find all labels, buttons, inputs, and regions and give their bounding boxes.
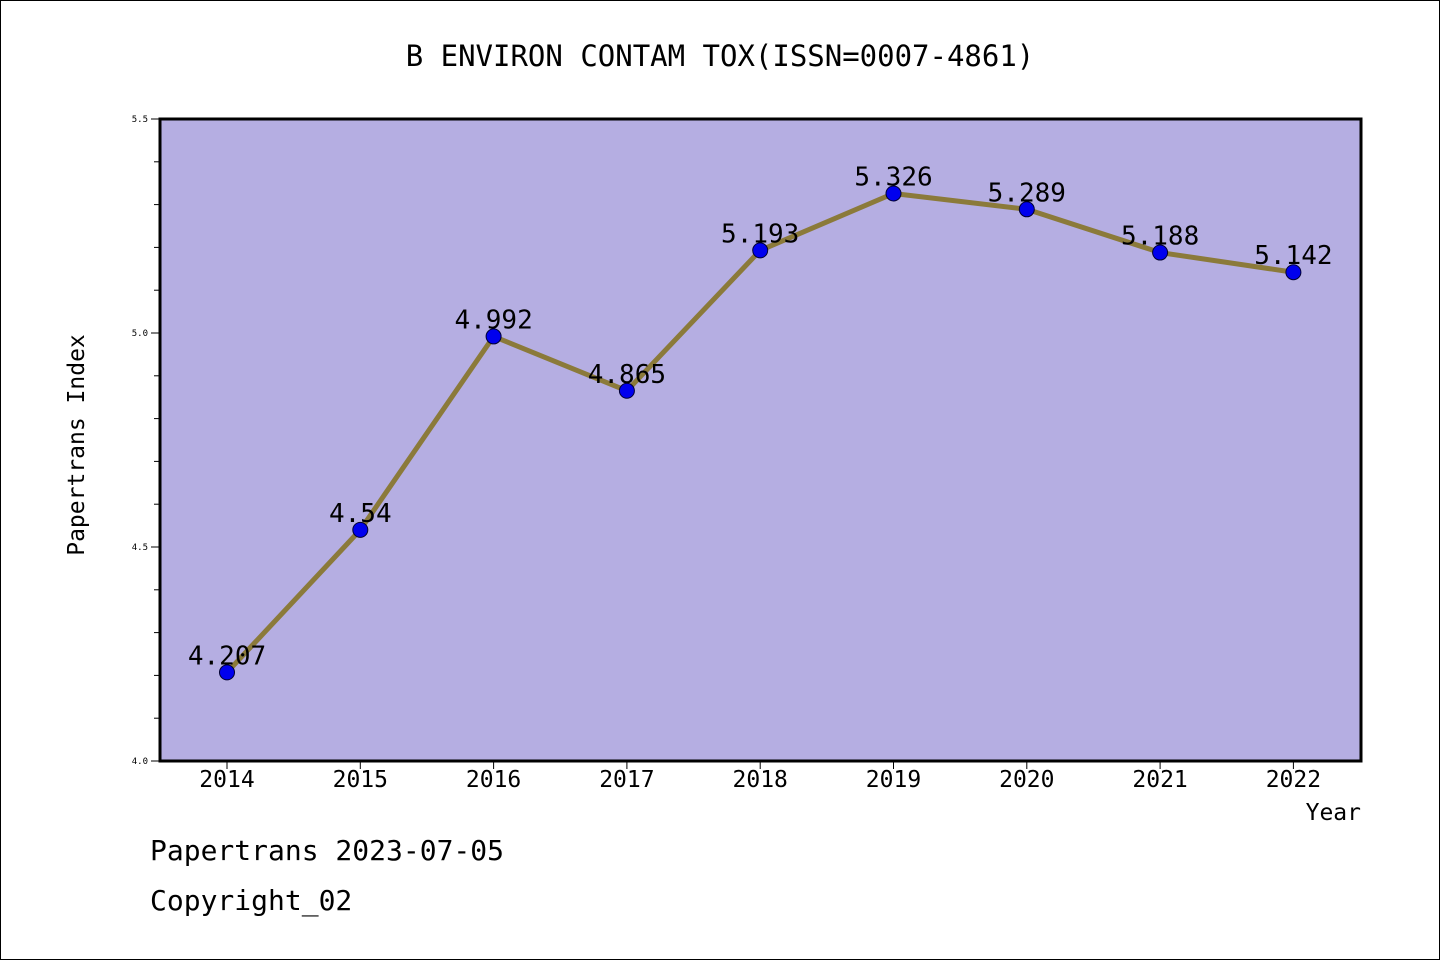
x-axis-label: Year — [1306, 800, 1361, 826]
data-point — [1018, 201, 1035, 218]
data-label: 5.326 — [854, 162, 932, 192]
data-label: 5.188 — [1121, 222, 1199, 252]
data-point — [1152, 244, 1169, 261]
y-tick-label: 4.0 — [132, 757, 148, 767]
x-tick-label: 2021 — [1132, 767, 1187, 793]
x-tick-label: 2018 — [733, 767, 788, 793]
chart-title: B ENVIRON CONTAM TOX(ISSN=0007-4861) — [406, 39, 1035, 73]
data-label: 5.193 — [721, 219, 799, 249]
data-point — [752, 242, 769, 259]
data-point — [485, 328, 502, 345]
data-point — [219, 664, 235, 681]
x-tick-label: 2015 — [333, 767, 388, 793]
x-tick-label: 2019 — [866, 767, 921, 793]
y-tick-label: 5.0 — [132, 329, 148, 339]
data-label: 5.142 — [1254, 241, 1332, 271]
data-point — [1285, 264, 1302, 281]
y-tick-label: 4.5 — [132, 543, 148, 553]
y-axis-label: Papertrans Index — [64, 334, 90, 556]
x-tick-label: 2014 — [199, 767, 254, 793]
footer-date: Papertrans 2023-07-05 — [150, 834, 505, 867]
x-tick-label: 2022 — [1266, 767, 1321, 793]
footer-copyright: Copyright_02 — [150, 884, 353, 917]
data-label: 5.289 — [988, 178, 1066, 208]
data-point — [618, 382, 635, 399]
data-label: 4.992 — [454, 305, 532, 335]
x-tick-label: 2016 — [466, 767, 521, 793]
data-label: 4.54 — [329, 499, 392, 529]
data-label: 4.865 — [588, 360, 666, 390]
data-point — [885, 185, 902, 202]
x-tick-label: 2020 — [999, 767, 1054, 793]
data-point — [352, 521, 369, 538]
x-tick-label: 2017 — [599, 767, 654, 793]
plot-area — [158, 117, 1363, 763]
data-label: 4.207 — [188, 641, 266, 671]
y-tick-label: 5.5 — [132, 115, 148, 125]
